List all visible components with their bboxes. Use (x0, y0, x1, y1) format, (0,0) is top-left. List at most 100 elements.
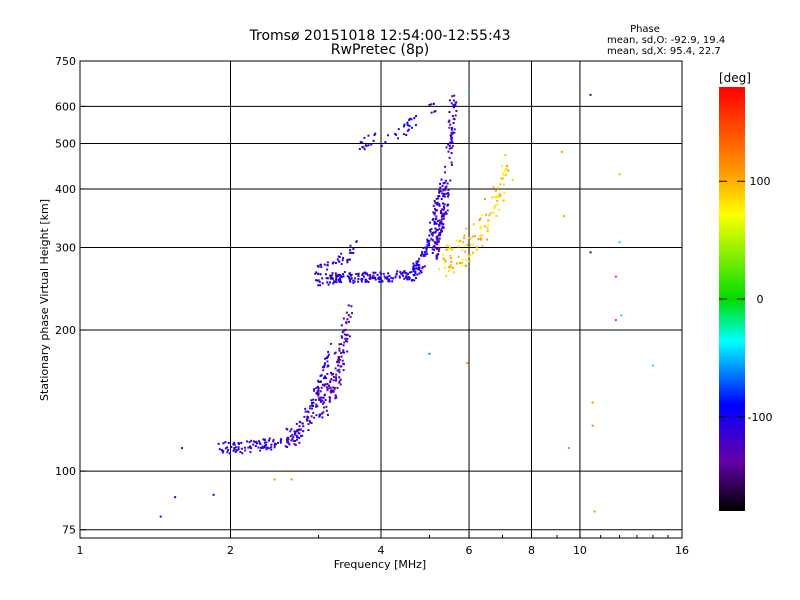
data-point (444, 171, 447, 174)
data-point (272, 440, 275, 443)
data-point (317, 379, 320, 382)
data-point (501, 164, 504, 167)
data-point (406, 122, 409, 125)
data-point (284, 445, 287, 448)
data-point (484, 225, 487, 228)
data-point (442, 215, 445, 218)
data-point (449, 264, 452, 267)
data-point (442, 182, 445, 185)
data-point (406, 124, 409, 127)
data-point (435, 197, 438, 200)
data-point (444, 188, 447, 191)
data-point (226, 446, 229, 449)
data-point (319, 380, 322, 383)
data-point (412, 262, 415, 265)
data-point (495, 195, 498, 198)
data-point (449, 254, 452, 257)
data-point (273, 446, 276, 449)
data-point (445, 244, 448, 247)
data-point (618, 241, 621, 244)
data-point (374, 278, 377, 281)
data-point (446, 195, 449, 198)
data-point (318, 280, 321, 283)
data-point (450, 141, 453, 144)
data-point (450, 163, 453, 166)
data-point (308, 407, 311, 410)
data-point (432, 211, 435, 214)
data-point (334, 394, 337, 397)
data-point (294, 444, 297, 447)
data-point (443, 192, 446, 195)
data-point (446, 248, 449, 251)
data-point (340, 365, 343, 368)
data-point (452, 122, 455, 125)
data-point (430, 232, 433, 235)
colorbar-tick-label: 100 (750, 175, 771, 188)
data-point (455, 101, 458, 104)
data-point (261, 445, 264, 448)
data-point (338, 371, 341, 374)
data-point (307, 423, 310, 426)
data-point (227, 441, 230, 444)
data-point (410, 270, 413, 273)
data-point (342, 275, 345, 278)
data-point (441, 225, 444, 228)
data-point (332, 261, 335, 264)
data-point (420, 271, 423, 274)
data-point (328, 387, 331, 390)
data-point (414, 267, 417, 270)
data-point (652, 364, 655, 367)
data-point (444, 186, 447, 189)
data-point (372, 139, 375, 142)
data-point (310, 407, 313, 410)
data-point (448, 246, 451, 249)
data-point (294, 431, 297, 434)
data-point (342, 317, 345, 320)
data-point (453, 106, 456, 109)
data-point (345, 334, 348, 337)
data-point (310, 422, 313, 425)
data-point (384, 277, 387, 280)
data-point (495, 214, 498, 217)
data-point (468, 92, 471, 95)
data-point (346, 350, 349, 353)
data-point (228, 452, 231, 455)
data-point (500, 177, 503, 180)
data-point (345, 322, 348, 325)
data-point (442, 205, 445, 208)
data-point (364, 280, 367, 283)
data-point (438, 195, 441, 198)
data-point (442, 208, 445, 211)
data-point (457, 245, 460, 248)
data-point (342, 349, 345, 352)
data-point (369, 275, 372, 278)
data-point (466, 362, 469, 365)
data-point (435, 222, 438, 225)
data-point (469, 243, 472, 246)
data-point (247, 446, 250, 449)
data-point (591, 424, 594, 427)
data-point (435, 254, 438, 257)
data-point (481, 214, 484, 217)
data-point (240, 447, 243, 450)
data-point (479, 237, 482, 240)
data-point (304, 410, 307, 413)
data-point (258, 441, 261, 444)
data-point (290, 439, 293, 442)
data-point (434, 246, 437, 249)
data-point (333, 388, 336, 391)
data-point (448, 119, 451, 122)
data-point (379, 276, 382, 279)
data-point (357, 280, 360, 283)
data-point (324, 357, 327, 360)
data-point (447, 244, 450, 247)
data-point (328, 396, 331, 399)
data-point (494, 204, 497, 207)
data-point (439, 186, 442, 189)
data-point (263, 446, 266, 449)
data-point (279, 439, 282, 442)
data-point (313, 388, 316, 391)
data-point (325, 405, 328, 408)
data-point (444, 259, 447, 262)
data-point (401, 273, 404, 276)
